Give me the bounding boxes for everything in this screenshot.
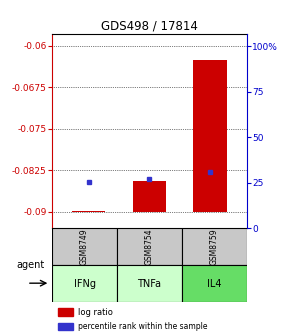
Text: IFNg: IFNg <box>74 279 96 289</box>
Bar <box>58 323 72 330</box>
Bar <box>133 181 166 212</box>
Bar <box>182 228 246 265</box>
Bar <box>193 59 227 212</box>
Bar <box>58 308 72 316</box>
Text: IL4: IL4 <box>207 279 221 289</box>
Title: GDS498 / 17814: GDS498 / 17814 <box>101 19 198 33</box>
Text: GSM8754: GSM8754 <box>145 228 154 265</box>
Bar <box>182 265 246 302</box>
Text: agent: agent <box>16 260 44 270</box>
Bar <box>117 265 182 302</box>
Text: TNFa: TNFa <box>137 279 161 289</box>
Bar <box>117 228 182 265</box>
Text: GSM8749: GSM8749 <box>80 228 89 265</box>
Bar <box>72 211 105 212</box>
Text: log ratio: log ratio <box>78 308 113 317</box>
Bar <box>52 228 117 265</box>
Text: GSM8759: GSM8759 <box>210 228 219 265</box>
Bar <box>52 265 117 302</box>
Text: percentile rank within the sample: percentile rank within the sample <box>78 322 208 331</box>
